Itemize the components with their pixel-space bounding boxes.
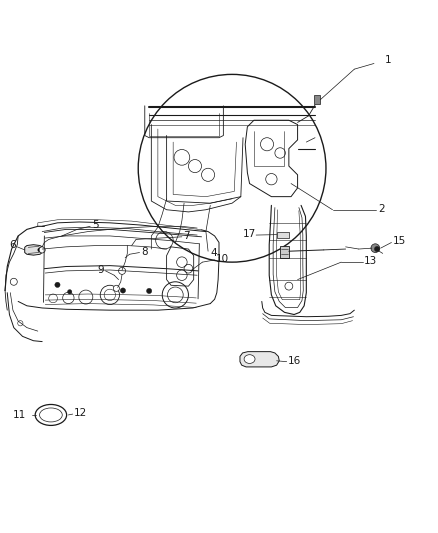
Circle shape: [285, 282, 293, 290]
Circle shape: [138, 75, 326, 262]
Text: 8: 8: [141, 247, 148, 257]
Circle shape: [120, 288, 126, 293]
Text: 17: 17: [243, 229, 256, 239]
Text: 5: 5: [92, 220, 99, 230]
Text: 16: 16: [288, 356, 301, 366]
Text: 13: 13: [364, 256, 377, 266]
Circle shape: [113, 285, 120, 292]
Text: 6: 6: [10, 240, 16, 250]
Circle shape: [147, 288, 152, 294]
Text: 2: 2: [378, 204, 385, 214]
Circle shape: [39, 247, 45, 253]
Circle shape: [38, 248, 42, 252]
Text: 11: 11: [13, 410, 26, 420]
Circle shape: [374, 246, 380, 252]
Polygon shape: [314, 95, 320, 104]
Text: 4: 4: [210, 247, 217, 257]
Polygon shape: [25, 245, 42, 255]
Ellipse shape: [244, 354, 255, 364]
Text: 1: 1: [385, 55, 392, 66]
Text: 10: 10: [215, 254, 229, 264]
Polygon shape: [240, 352, 279, 367]
Text: 9: 9: [98, 265, 104, 275]
Text: 12: 12: [74, 408, 87, 418]
Polygon shape: [280, 246, 289, 258]
Text: 7: 7: [183, 231, 190, 241]
Circle shape: [55, 282, 60, 287]
Circle shape: [371, 244, 380, 253]
Text: 15: 15: [392, 236, 406, 246]
Circle shape: [67, 289, 72, 294]
Circle shape: [119, 268, 126, 274]
Polygon shape: [277, 231, 289, 238]
